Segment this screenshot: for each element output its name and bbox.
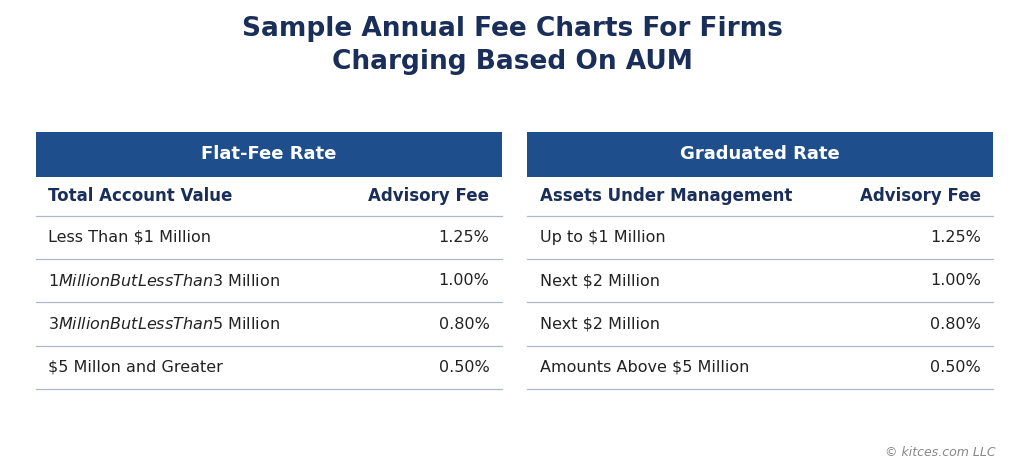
Text: Graduated Rate: Graduated Rate [680,146,841,163]
Text: 0.80%: 0.80% [930,317,981,332]
Text: © kitces.com LLC: © kitces.com LLC [885,446,995,459]
Text: Assets Under Management: Assets Under Management [540,187,792,205]
Text: Advisory Fee: Advisory Fee [369,187,489,205]
Text: Flat-Fee Rate: Flat-Fee Rate [201,146,337,163]
Text: 0.50%: 0.50% [930,360,981,375]
Text: 1.25%: 1.25% [438,230,489,245]
Text: 0.80%: 0.80% [438,317,489,332]
Text: 1.25%: 1.25% [930,230,981,245]
Text: $1 Million But Less Than $3 Million: $1 Million But Less Than $3 Million [48,273,280,289]
Bar [527,132,993,177]
Text: Up to $1 Million: Up to $1 Million [540,230,666,245]
Text: $5 Millon and Greater: $5 Millon and Greater [48,360,223,375]
Text: $3 Million But Less Than $5 Million: $3 Million But Less Than $5 Million [48,316,280,332]
Text: Charging Based On AUM: Charging Based On AUM [332,49,692,75]
Text: Less Than $1 Million: Less Than $1 Million [48,230,211,245]
Text: 0.50%: 0.50% [438,360,489,375]
Text: Next $2 Million: Next $2 Million [540,273,659,288]
Text: Advisory Fee: Advisory Fee [860,187,981,205]
Text: Total Account Value: Total Account Value [48,187,232,205]
Text: Next $2 Million: Next $2 Million [540,317,659,332]
Text: 1.00%: 1.00% [438,273,489,288]
Bar [36,132,502,177]
Text: 1.00%: 1.00% [930,273,981,288]
Text: Amounts Above $5 Million: Amounts Above $5 Million [540,360,749,375]
Text: Sample Annual Fee Charts For Firms: Sample Annual Fee Charts For Firms [242,16,782,42]
